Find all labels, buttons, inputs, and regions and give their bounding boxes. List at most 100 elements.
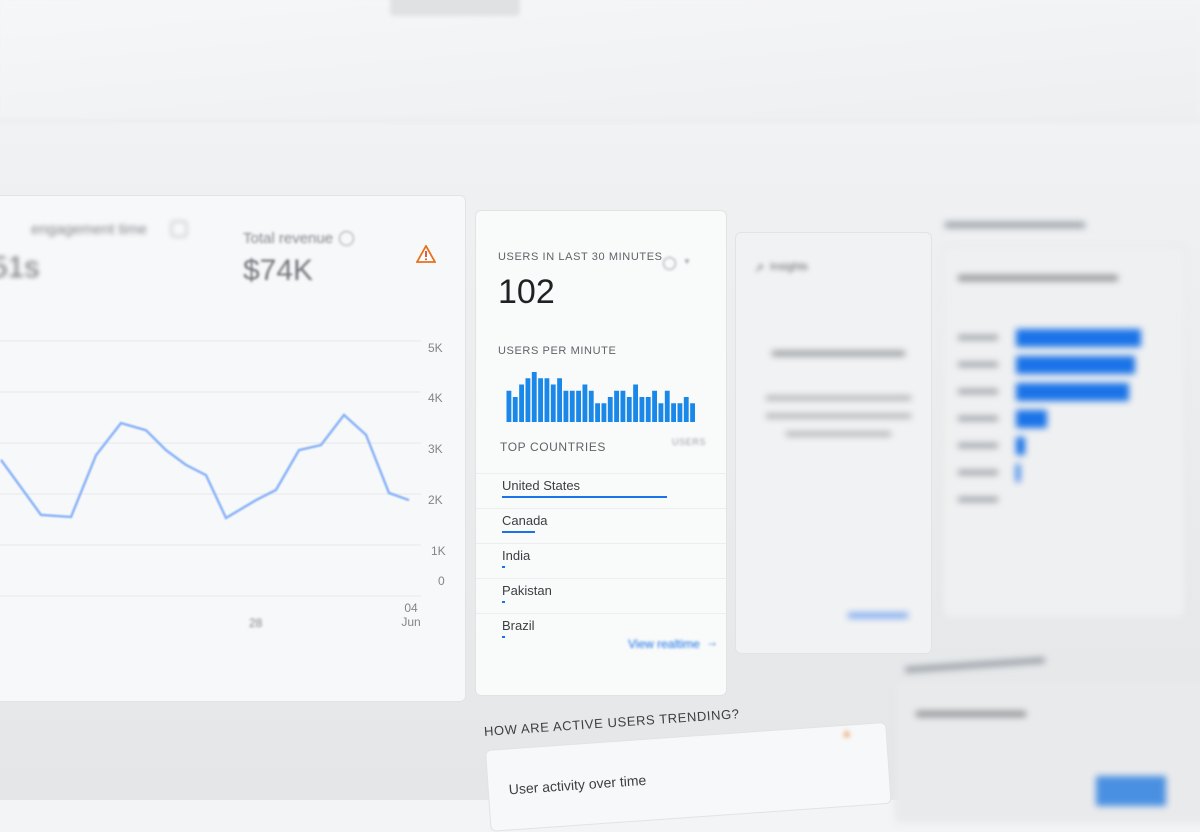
country-name: Canada bbox=[502, 513, 548, 528]
bottom-right-heading bbox=[905, 657, 1045, 673]
bar-label bbox=[958, 389, 998, 394]
y-tick: 5K bbox=[428, 341, 443, 355]
section-heading bbox=[945, 222, 1085, 228]
bar bbox=[684, 397, 689, 422]
country-row[interactable]: Brazil bbox=[476, 613, 726, 648]
header-tab[interactable] bbox=[390, 0, 520, 16]
bar bbox=[640, 397, 645, 422]
y-tick: 1K bbox=[431, 544, 446, 558]
realtime-card: USERS IN LAST 30 MINUTES ▼ 102 USERS PER… bbox=[475, 210, 727, 696]
bar bbox=[690, 403, 695, 422]
realtime-title: USERS IN LAST 30 MINUTES bbox=[498, 251, 663, 263]
bar bbox=[671, 403, 676, 422]
card-title-bar bbox=[958, 275, 1118, 281]
country-bar bbox=[502, 531, 535, 533]
bar bbox=[557, 378, 562, 422]
bar-label bbox=[958, 497, 998, 502]
realtime-count: 102 bbox=[498, 273, 555, 312]
compare-icon bbox=[663, 257, 676, 270]
bar bbox=[538, 378, 543, 422]
y-tick: 2K bbox=[428, 493, 443, 507]
bar bbox=[532, 372, 537, 422]
country-bar bbox=[502, 601, 505, 603]
bar bbox=[551, 385, 556, 423]
insights-icon: ↗ bbox=[754, 261, 764, 275]
bar bbox=[614, 391, 619, 422]
bar bbox=[1016, 410, 1047, 428]
top-countries-label: TOP COUNTRIES bbox=[500, 440, 606, 454]
bar bbox=[678, 403, 683, 422]
bar bbox=[665, 391, 670, 422]
bar bbox=[621, 391, 626, 422]
bar bbox=[519, 385, 524, 423]
bar-label bbox=[958, 335, 998, 340]
bar bbox=[602, 403, 607, 422]
bar bbox=[507, 391, 512, 422]
bar bbox=[1016, 464, 1020, 482]
bar bbox=[545, 378, 550, 422]
warning-triangle-icon[interactable]: ▲ bbox=[840, 725, 853, 740]
metric-label-revenue: Total revenue bbox=[243, 230, 333, 247]
y-tick: 3K bbox=[428, 442, 443, 456]
bar bbox=[608, 397, 613, 422]
user-activity-card: User activity over time ▲ bbox=[485, 722, 892, 832]
bar bbox=[526, 378, 531, 422]
bar-label bbox=[958, 416, 998, 421]
help-circle-icon[interactable] bbox=[339, 231, 354, 246]
bar bbox=[570, 391, 575, 422]
bar bbox=[589, 391, 594, 422]
bar bbox=[1016, 356, 1135, 374]
compare-button[interactable]: ▼ bbox=[661, 251, 697, 277]
metric-value-revenue: $74K bbox=[243, 254, 313, 288]
users-per-minute-chart bbox=[506, 366, 696, 422]
country-name: Pakistan bbox=[502, 583, 552, 598]
metric-value-engagement: 51s bbox=[0, 251, 39, 285]
metric-label-engagement: engagement time bbox=[31, 221, 147, 238]
bar-label bbox=[958, 470, 998, 475]
bar bbox=[627, 397, 632, 422]
bar bbox=[1016, 383, 1129, 401]
x-tick: 28 bbox=[249, 616, 262, 630]
user-activity-title: User activity over time bbox=[508, 772, 646, 798]
bar-label bbox=[958, 362, 998, 367]
warning-triangle-icon[interactable] bbox=[416, 245, 436, 263]
bar-label bbox=[958, 443, 998, 448]
country-name: United States bbox=[502, 478, 580, 493]
bottom-right-card bbox=[895, 680, 1200, 822]
country-row[interactable]: United States bbox=[476, 473, 726, 508]
y-tick: 4K bbox=[428, 391, 443, 405]
bar bbox=[1016, 437, 1025, 455]
per-minute-label: USERS PER MINUTE bbox=[498, 345, 616, 357]
bar bbox=[564, 391, 569, 422]
view-all-insights-link[interactable] bbox=[848, 613, 908, 618]
top-header bbox=[0, 0, 1200, 121]
line-chart bbox=[0, 326, 465, 646]
line-series bbox=[1, 415, 409, 518]
country-bar bbox=[502, 566, 505, 568]
bar bbox=[646, 397, 651, 422]
bar bbox=[576, 391, 581, 422]
country-row[interactable]: Canada bbox=[476, 508, 726, 543]
users-column-label: USERS bbox=[672, 437, 706, 447]
chevron-down-icon: ▼ bbox=[683, 257, 691, 266]
bar bbox=[633, 385, 638, 423]
help-circle-icon[interactable] bbox=[171, 221, 187, 237]
country-name: India bbox=[502, 548, 530, 563]
insights-body bbox=[766, 351, 911, 436]
insights-card: ↗ Insights bbox=[735, 232, 932, 654]
x-tick: 04 Jun bbox=[396, 601, 426, 629]
country-row[interactable]: Pakistan bbox=[476, 578, 726, 613]
bar bbox=[595, 403, 600, 422]
bar bbox=[583, 385, 588, 423]
bar bbox=[652, 391, 657, 422]
bar bbox=[1016, 329, 1141, 347]
insights-title: Insights bbox=[770, 261, 808, 273]
country-bar bbox=[502, 636, 505, 638]
bar bbox=[513, 397, 518, 422]
country-name: Brazil bbox=[502, 618, 535, 633]
country-bar bbox=[502, 496, 667, 498]
country-row[interactable]: India bbox=[476, 543, 726, 578]
bar bbox=[659, 403, 664, 422]
views-card bbox=[943, 246, 1185, 618]
overview-card: engagement time 51s Total revenue $74K 5… bbox=[0, 195, 466, 702]
